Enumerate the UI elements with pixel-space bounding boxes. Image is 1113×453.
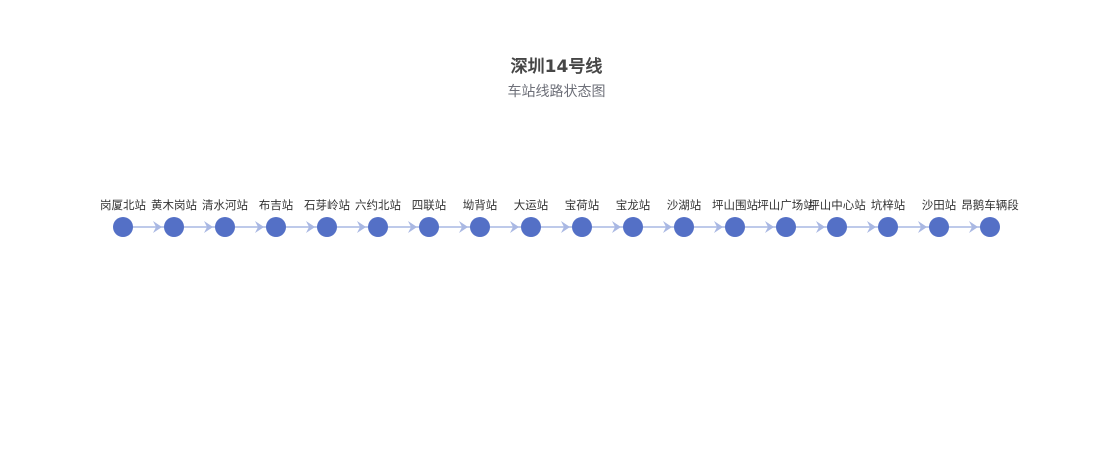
station-node[interactable] (623, 217, 643, 237)
station-label: 坪山围站 (712, 198, 758, 212)
link-arrow-icon (714, 221, 723, 233)
station-label: 沙湖站 (667, 198, 702, 212)
station-node[interactable] (266, 217, 286, 237)
station-label: 坳背站 (463, 198, 498, 212)
station-label: 坑梓站 (871, 198, 906, 212)
chart-title: 深圳14号线 (510, 57, 603, 77)
station-label: 黄木岗站 (151, 198, 197, 212)
station-node[interactable] (827, 217, 847, 237)
station-label: 坪山中心站 (808, 198, 866, 212)
link-arrow-icon (918, 221, 927, 233)
station-label: 沙田站 (922, 198, 957, 212)
station-node[interactable] (929, 217, 949, 237)
station-node[interactable] (572, 217, 592, 237)
link-arrow-icon (561, 221, 570, 233)
station-label: 岗厦北站 (100, 198, 146, 212)
station-node[interactable] (215, 217, 235, 237)
link-arrow-icon (969, 221, 978, 233)
station-node[interactable] (470, 217, 490, 237)
link-arrow-icon (204, 221, 213, 233)
station-node[interactable] (674, 217, 694, 237)
station-node[interactable] (164, 217, 184, 237)
station-node[interactable] (725, 217, 745, 237)
station-label: 清水河站 (202, 198, 248, 212)
station-node[interactable] (776, 217, 796, 237)
station-label: 布吉站 (259, 198, 294, 212)
station-label: 宝龙站 (616, 198, 651, 212)
station-node[interactable] (521, 217, 541, 237)
chart-subtitle: 车站线路状态图 (507, 84, 606, 100)
station-node[interactable] (980, 217, 1000, 237)
station-label: 石芽岭站 (304, 198, 350, 212)
link-arrow-icon (510, 221, 519, 233)
link-arrow-icon (255, 221, 264, 233)
station-label: 六约北站 (355, 198, 401, 212)
station-label: 四联站 (412, 198, 447, 212)
nodes-layer (113, 217, 1000, 237)
station-label: 坪山广场站 (757, 198, 815, 212)
link-arrow-icon (816, 221, 825, 233)
station-node[interactable] (878, 217, 898, 237)
link-arrow-icon (765, 221, 774, 233)
link-arrow-icon (306, 221, 315, 233)
link-arrow-icon (459, 221, 468, 233)
link-arrow-icon (357, 221, 366, 233)
station-label: 昂鹅车辆段 (961, 198, 1019, 212)
arrows-layer (153, 221, 978, 233)
labels-layer: 岗厦北站 黄木岗站 清水河站 布吉站 石芽岭站 六约北站 四联站 坳背站 大运站 宝荷站 宝龙站 沙湖… (100, 198, 1019, 212)
link-arrow-icon (663, 221, 672, 233)
station-node[interactable] (317, 217, 337, 237)
link-arrow-icon (153, 221, 162, 233)
station-label: 宝荷站 (565, 198, 600, 212)
link-arrow-icon (867, 221, 876, 233)
link-arrow-icon (408, 221, 417, 233)
station-node[interactable] (113, 217, 133, 237)
station-label: 大运站 (514, 198, 549, 212)
link-arrow-icon (612, 221, 621, 233)
station-node[interactable] (419, 217, 439, 237)
station-node[interactable] (368, 217, 388, 237)
